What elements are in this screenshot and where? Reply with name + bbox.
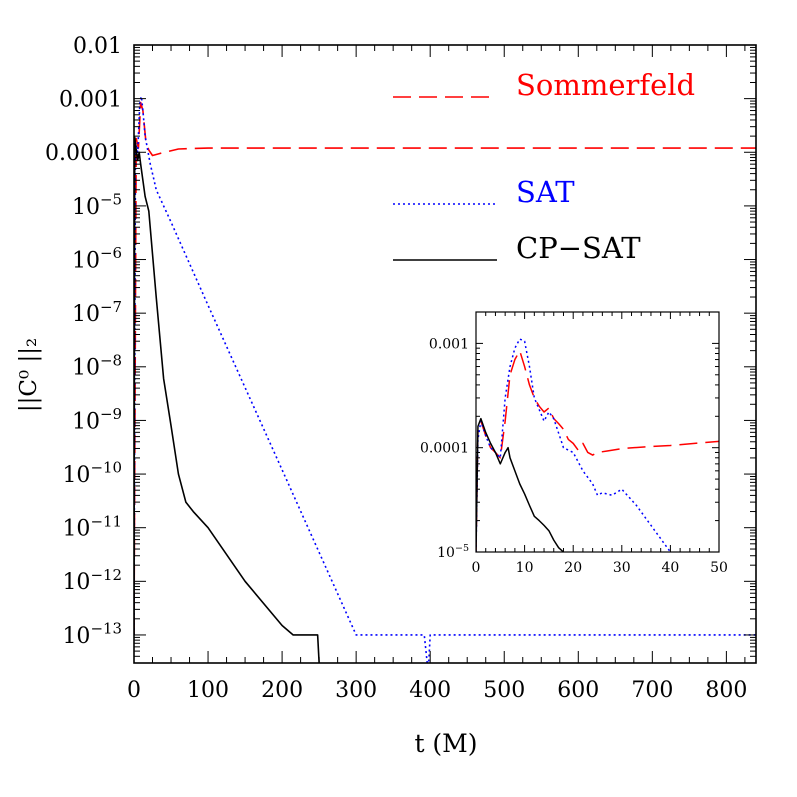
x-tick-label: 200	[261, 678, 303, 703]
x-tick-label: 500	[483, 678, 525, 703]
x-tick-label: 100	[187, 678, 229, 703]
y-tick-label: 0.001	[59, 88, 122, 113]
series-line-cp-sat	[476, 417, 564, 552]
legend-entry: Sommerfeld	[393, 68, 695, 102]
x-tick-label: 400	[409, 678, 451, 703]
series-line-sommerfeld	[476, 350, 719, 552]
inset-plot: 0 10 20 30 40 50 0.001 0.0001 10−5	[420, 311, 728, 576]
legend-entry: CP−SAT	[393, 231, 641, 265]
x-tick-label: 800	[705, 678, 747, 703]
series-line-sat	[476, 338, 672, 552]
main-plot: 0 100 200 300 400 500 600 700 8000.010.0010.0001…	[45, 34, 757, 703]
y-tick-label: 10−5	[72, 191, 122, 220]
plot-frame	[475, 311, 720, 553]
x-tick-label: 700	[631, 678, 673, 703]
legend-label: CP−SAT	[516, 231, 641, 265]
x-tick-label: 0	[472, 560, 481, 576]
legend-label: SAT	[516, 175, 575, 209]
y-tick-label: 10−13	[62, 620, 122, 649]
y-tick-label: 0.01	[73, 34, 122, 59]
series-line-cp-sat	[134, 136, 320, 663]
x-tick-label: 30	[613, 560, 631, 576]
x-tick-label: 40	[661, 560, 679, 576]
y-tick-label: 0.0001	[420, 441, 469, 457]
x-tick-label: 50	[710, 560, 728, 576]
legend-label: Sommerfeld	[516, 68, 695, 102]
y-tick-label: 0.001	[429, 336, 469, 352]
y-tick-label: 0.0001	[45, 141, 122, 166]
y-axis-label: ||C⁰ ||₂	[16, 338, 42, 412]
x-tick-label: 10	[516, 560, 534, 576]
x-tick-label: 300	[335, 678, 377, 703]
series-line-sat	[134, 95, 756, 663]
y-tick-label: 10−10	[62, 459, 122, 488]
y-tick-label: 10−7	[72, 298, 122, 327]
y-tick-label: 10−9	[72, 405, 122, 434]
x-tick-label: 600	[557, 678, 599, 703]
y-tick-label: 10−11	[62, 512, 122, 541]
y-tick-label: 10−6	[72, 244, 122, 273]
y-tick-label: 10−8	[72, 351, 122, 380]
x-tick-label: 20	[564, 560, 582, 576]
x-tick-label: 0	[127, 678, 141, 703]
y-tick-label: 10−12	[62, 566, 122, 595]
y-tick-label: 10−5	[437, 543, 469, 561]
x-axis-label: t (M)	[414, 729, 477, 758]
legend-entry: SAT	[393, 175, 575, 209]
plot-frame	[133, 44, 757, 664]
